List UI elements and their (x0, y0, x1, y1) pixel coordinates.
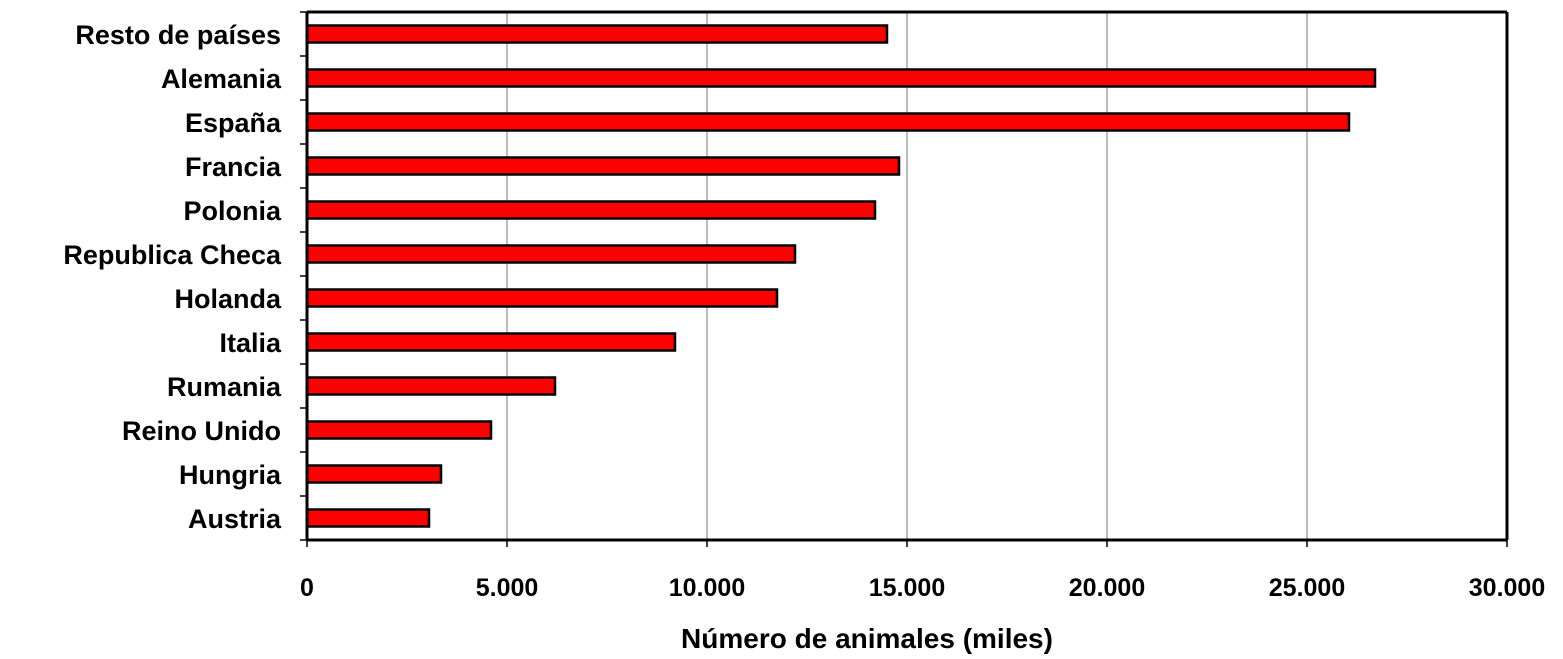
x-tick-label: 30.000 (1469, 574, 1545, 602)
x-ticks (306, 540, 1508, 547)
category-label: Francia (185, 152, 282, 182)
bar (305, 376, 557, 396)
x-tick-label: 0 (300, 574, 314, 602)
category-label: España (185, 108, 282, 138)
x-tick-label: 10.000 (669, 574, 745, 602)
category-label: Alemania (161, 64, 282, 94)
category-label: Holanda (174, 284, 281, 314)
bar (305, 464, 443, 484)
category-label: Polonia (183, 196, 281, 226)
category-label: Resto de países (75, 20, 281, 50)
bar (305, 288, 779, 308)
bar (305, 156, 901, 176)
gridlines (506, 12, 1308, 540)
bar (305, 332, 677, 352)
category-label: Italia (219, 328, 282, 358)
y-ticks (300, 11, 307, 541)
category-label: Rumania (167, 372, 282, 402)
bar (305, 24, 889, 44)
x-tick-label: 25.000 (1269, 574, 1345, 602)
category-labels: Resto de países Alemania España Francia Polo… (63, 20, 282, 534)
bar (305, 112, 1351, 132)
bar (305, 200, 877, 220)
bar (305, 508, 431, 528)
x-tick-label: 20.000 (1069, 574, 1145, 602)
x-tick-label: 15.000 (869, 574, 945, 602)
bar (305, 244, 797, 264)
bar (305, 68, 1377, 88)
category-label: Hungria (179, 460, 282, 490)
x-axis-title: Número de animales (miles) (681, 623, 1053, 654)
x-tick-labels: 0 5.000 10.000 15.000 20.000 25.000 30.000 (300, 574, 1545, 602)
category-label: Republica Checa (63, 240, 282, 270)
category-label: Austria (188, 504, 282, 534)
bars (305, 24, 1377, 528)
category-label: Reino Unido (122, 416, 281, 446)
x-tick-label: 5.000 (476, 574, 539, 602)
bar (305, 420, 493, 440)
